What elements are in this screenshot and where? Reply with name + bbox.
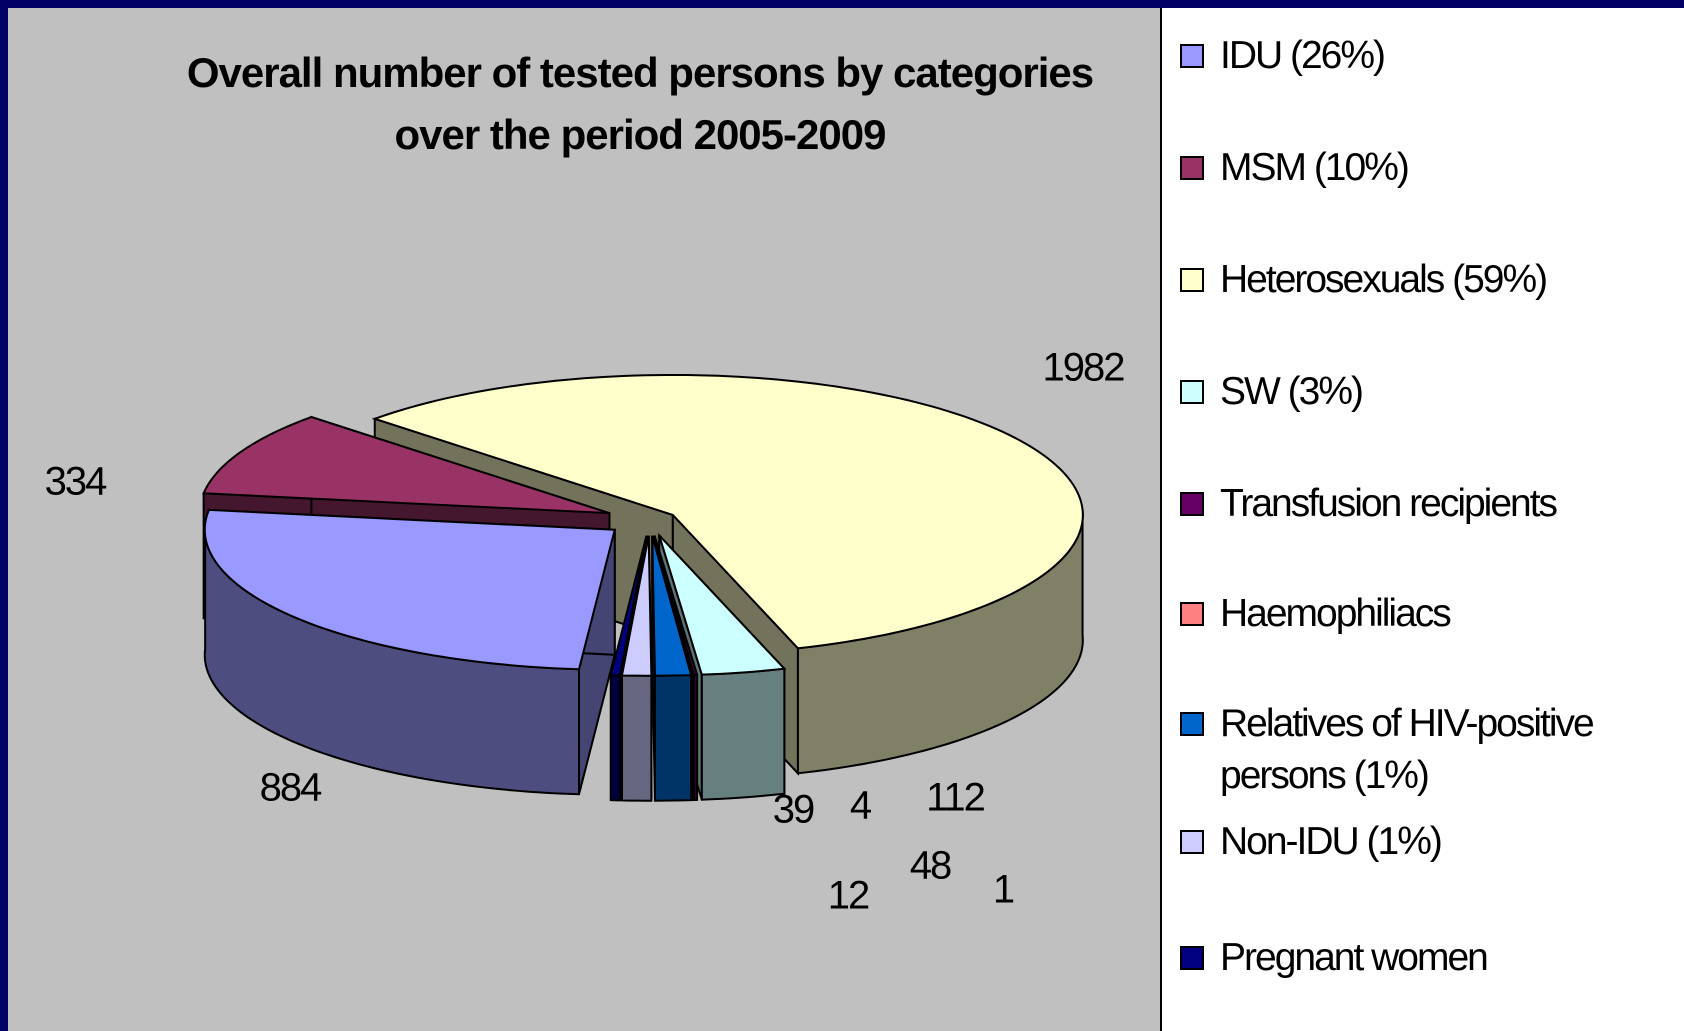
- slice: [202, 415, 610, 515]
- legend-label: IDU (26%): [1220, 34, 1386, 77]
- legend-entry: Transfusion recipients: [1180, 478, 1680, 530]
- legend-label: Heterosexuals (59%): [1220, 258, 1548, 301]
- legend-entry: Pregnant women: [1180, 932, 1680, 984]
- legend-label: Non-IDU (1%): [1220, 820, 1443, 863]
- legend-label: Haemophiliacs: [1220, 592, 1452, 635]
- legend-label: MSM (10%): [1220, 146, 1410, 189]
- slice-side: [609, 674, 621, 802]
- legend-swatch: [1180, 380, 1204, 404]
- legend-entry: Heterosexuals (59%): [1180, 254, 1680, 306]
- legend-label: Pregnant women: [1220, 936, 1489, 979]
- chart-title: Overall number of tested persons by cate…: [187, 49, 1093, 96]
- slice: [653, 535, 696, 677]
- data-label: 39: [773, 788, 814, 832]
- slice: [651, 535, 693, 677]
- data-label: 112: [926, 776, 985, 820]
- legend-label: Relatives of HIV-positive persons (1%): [1220, 702, 1595, 797]
- legend-swatch: [1180, 44, 1204, 68]
- slice-side: [620, 674, 653, 802]
- chart-title: over the period 2005-2009: [395, 111, 886, 158]
- slice: [609, 535, 648, 677]
- data-label: 334: [45, 460, 107, 504]
- legend-swatch: [1180, 156, 1204, 180]
- legend-swatch: [1180, 492, 1204, 516]
- data-label: 884: [260, 766, 322, 810]
- legend-entry: Relatives of HIV-positive persons (1%): [1180, 698, 1680, 802]
- legend-swatch: [1180, 830, 1204, 854]
- legend-entry: SW (3%): [1180, 366, 1680, 418]
- legend-swatch: [1180, 602, 1204, 626]
- legend-entry: Non-IDU (1%): [1180, 816, 1680, 868]
- slice: [203, 508, 617, 671]
- data-label: 4: [850, 784, 872, 828]
- legend-entry: IDU (26%): [1180, 30, 1680, 82]
- legend-swatch: [1180, 268, 1204, 292]
- legend-entry: MSM (10%): [1180, 142, 1680, 194]
- legend-entry: Haemophiliacs: [1180, 588, 1680, 640]
- data-label: 12: [828, 874, 869, 918]
- legend-swatch: [1180, 946, 1204, 970]
- slice: [658, 534, 787, 676]
- legend-label: Transfusion recipients: [1220, 482, 1558, 525]
- legend-label: SW (3%): [1220, 370, 1364, 413]
- data-label: 1: [993, 868, 1014, 912]
- legend-swatch: [1180, 712, 1204, 736]
- data-label: 1982: [1043, 346, 1125, 390]
- data-label: 48: [910, 844, 951, 888]
- slice-side: [653, 674, 693, 802]
- slice-side: [700, 667, 786, 801]
- slice-side: [692, 673, 695, 802]
- slice: [620, 535, 653, 677]
- slice: [371, 373, 1084, 650]
- legend: IDU (26%) MSM (10%) Heterosexuals (59%) SW …: [1160, 8, 1684, 1031]
